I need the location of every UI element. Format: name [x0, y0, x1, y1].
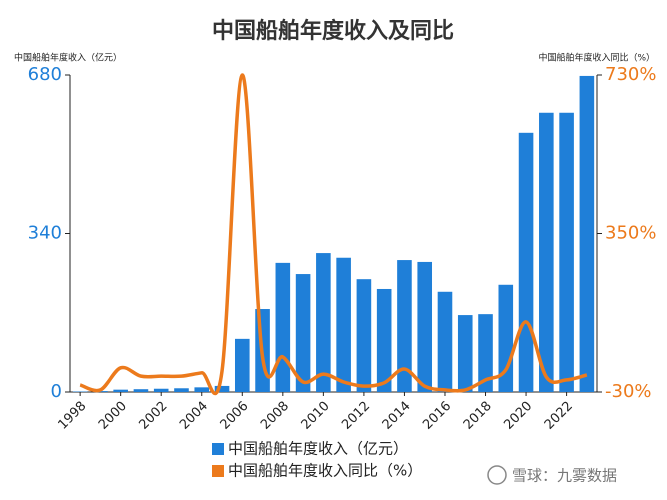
bar — [437, 291, 453, 392]
legend-label: 中国船舶年度收入同比（%） — [228, 462, 422, 480]
bar — [174, 388, 189, 392]
bar — [559, 112, 574, 393]
bar — [376, 288, 392, 392]
legend-swatch — [212, 443, 224, 455]
watermark: 雪球：九雾数据 — [487, 465, 617, 485]
bar — [356, 279, 372, 392]
bar — [316, 253, 331, 392]
bar — [478, 314, 493, 392]
y-tick-label: 0 — [51, 381, 62, 402]
bar — [214, 385, 230, 392]
y2-tick-label: 350% — [605, 223, 656, 244]
legend-swatch — [212, 465, 224, 477]
y-axis-label: 中国船舶年度收入（亿元） — [14, 52, 122, 64]
bar — [234, 338, 250, 392]
watermark-icon — [487, 465, 507, 485]
bar — [539, 112, 554, 393]
y-tick-label: 680 — [28, 64, 62, 85]
bar — [194, 387, 210, 392]
watermark-text: 雪球：九雾数据 — [512, 467, 617, 485]
y-tick-label: 340 — [28, 223, 62, 244]
bar — [275, 262, 291, 392]
bar — [153, 388, 169, 392]
bar — [113, 389, 128, 392]
line — [79, 73, 588, 396]
bar — [336, 257, 351, 392]
bar — [518, 132, 534, 392]
bar — [133, 389, 149, 392]
bar — [397, 260, 412, 392]
y2-tick-label: -30% — [605, 381, 652, 402]
chart-title: 中国船舶年度收入及同比 — [212, 18, 454, 44]
bar — [457, 315, 473, 392]
bar — [417, 261, 433, 392]
y2-tick-label: 730% — [605, 64, 656, 85]
bar — [295, 274, 311, 392]
legend-label: 中国船舶年度收入（亿元） — [228, 440, 408, 458]
bar — [579, 75, 595, 393]
y2-axis-label: 中国船舶年度收入同比（%） — [538, 52, 655, 64]
